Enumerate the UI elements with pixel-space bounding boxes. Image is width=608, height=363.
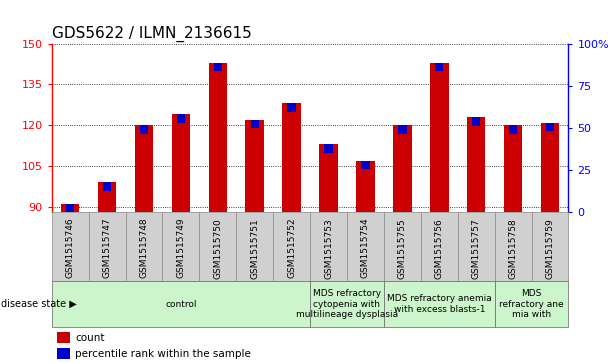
Bar	[398, 125, 407, 134]
Bar	[98, 182, 116, 212]
Bar	[310, 281, 384, 327]
Bar	[458, 212, 495, 281]
Text: GSM1515756: GSM1515756	[435, 218, 444, 279]
Bar	[273, 212, 310, 281]
Bar	[125, 212, 162, 281]
Bar	[237, 212, 273, 281]
Bar	[89, 212, 125, 281]
Bar	[319, 144, 338, 212]
Bar	[356, 160, 375, 212]
Bar	[177, 114, 185, 123]
Bar	[171, 114, 190, 212]
Bar	[288, 103, 295, 112]
Bar	[347, 212, 384, 281]
Bar	[250, 120, 259, 128]
Text: percentile rank within the sample: percentile rank within the sample	[75, 349, 251, 359]
Bar	[531, 212, 568, 281]
Bar	[421, 212, 458, 281]
Text: disease state ▶: disease state ▶	[1, 299, 77, 309]
Bar	[103, 183, 111, 191]
Bar	[209, 62, 227, 212]
Text: GSM1515748: GSM1515748	[139, 218, 148, 278]
Text: MDS refractory
cytopenia with
multilineage dysplasia: MDS refractory cytopenia with multilinea…	[296, 289, 398, 319]
Text: GDS5622 / ILMN_2136615: GDS5622 / ILMN_2136615	[52, 26, 252, 42]
Bar	[162, 212, 199, 281]
Bar	[61, 204, 80, 212]
Text: count: count	[75, 333, 105, 343]
Bar	[384, 281, 495, 327]
Text: GSM1515751: GSM1515751	[250, 218, 259, 279]
Text: MDS refractory anemia
with excess blasts-1: MDS refractory anemia with excess blasts…	[387, 294, 492, 314]
Bar	[430, 62, 449, 212]
Bar	[282, 103, 301, 212]
Bar	[140, 125, 148, 134]
Bar	[509, 125, 517, 134]
Bar	[325, 144, 333, 153]
Bar	[57, 348, 70, 359]
Bar	[546, 123, 554, 131]
Bar	[361, 160, 370, 169]
Text: GSM1515758: GSM1515758	[509, 218, 517, 279]
Text: GSM1515754: GSM1515754	[361, 218, 370, 278]
Text: MDS
refractory ane
mia with: MDS refractory ane mia with	[499, 289, 564, 319]
Text: GSM1515746: GSM1515746	[66, 218, 75, 278]
Text: GSM1515757: GSM1515757	[472, 218, 481, 279]
Bar	[66, 204, 74, 213]
Text: GSM1515752: GSM1515752	[287, 218, 296, 278]
Bar	[495, 281, 568, 327]
Bar	[52, 281, 310, 327]
Bar	[393, 125, 412, 212]
Bar	[472, 117, 480, 126]
Bar	[504, 125, 522, 212]
Bar	[495, 212, 531, 281]
Bar	[384, 212, 421, 281]
Bar	[246, 120, 264, 212]
Text: GSM1515753: GSM1515753	[324, 218, 333, 279]
Text: GSM1515759: GSM1515759	[545, 218, 554, 279]
Text: GSM1515750: GSM1515750	[213, 218, 223, 279]
Bar	[135, 125, 153, 212]
Text: control: control	[165, 299, 196, 309]
Text: GSM1515749: GSM1515749	[176, 218, 185, 278]
Bar	[199, 212, 237, 281]
Text: GSM1515747: GSM1515747	[103, 218, 111, 278]
Bar	[52, 212, 89, 281]
Bar	[435, 62, 443, 71]
Bar	[213, 62, 222, 71]
Text: GSM1515755: GSM1515755	[398, 218, 407, 279]
Bar	[57, 332, 70, 343]
Bar	[541, 122, 559, 212]
Bar	[310, 212, 347, 281]
Bar	[467, 117, 485, 212]
